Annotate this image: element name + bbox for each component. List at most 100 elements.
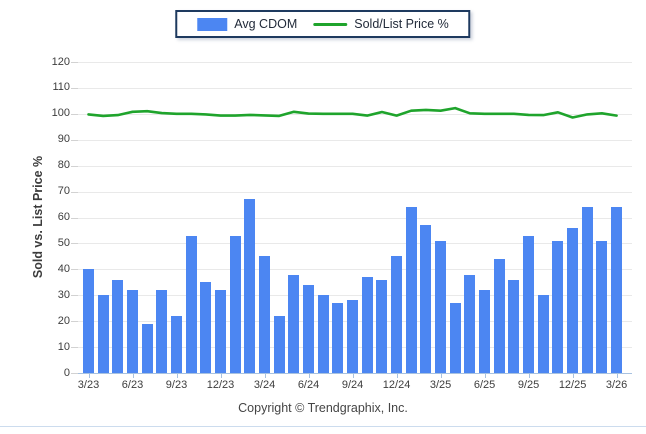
x-axis-label-6/23: 6/23 <box>121 379 144 391</box>
y-axis-label-30: 30 <box>57 288 70 301</box>
bar-1/24 <box>229 235 241 373</box>
bar-12/24 <box>391 256 403 373</box>
gridline-120 <box>78 62 632 63</box>
y-axis-label-100: 100 <box>51 107 70 120</box>
y-tick-110 <box>71 87 78 89</box>
gridline-90 <box>78 139 632 141</box>
legend-item-sold-list: Sold/List Price % <box>313 17 449 31</box>
x-tick-12/24 <box>396 374 398 378</box>
bar-5/24 <box>288 274 300 373</box>
y-tick-80 <box>71 165 78 167</box>
bar-1/25 <box>405 207 417 373</box>
x-axis-label-3/25: 3/25 <box>429 379 452 391</box>
y-axis-label-20: 20 <box>57 314 70 327</box>
bar-10/25 <box>537 295 549 373</box>
y-tick-20 <box>71 321 78 323</box>
bar-9/25 <box>523 235 535 373</box>
line-swatch-icon <box>313 22 348 26</box>
x-axis-label-9/25: 9/25 <box>517 379 540 391</box>
x-tick-9/23 <box>176 374 178 378</box>
x-tick-12/25 <box>572 374 574 378</box>
gridline-30 <box>78 295 632 297</box>
x-tick-12/23 <box>220 374 222 378</box>
x-axis-label-12/24: 12/24 <box>382 379 411 391</box>
x-tick-6/25 <box>484 374 486 378</box>
bar-12/25 <box>567 227 579 373</box>
y-axis-label-110: 110 <box>52 81 70 94</box>
x-tick-3/23 <box>88 374 90 378</box>
x-tick-3/26 <box>616 374 618 378</box>
y-axis-label-10: 10 <box>57 340 70 353</box>
copyright-text: Copyright © Trendgraphix, Inc. <box>238 401 408 415</box>
legend-label-avg-cdom: Avg CDOM <box>234 17 298 31</box>
bar-3/26 <box>611 207 623 373</box>
bar-4/25 <box>449 303 461 373</box>
bar-swatch-icon <box>197 17 228 31</box>
y-tick-70 <box>71 191 78 193</box>
bar-4/24 <box>273 315 285 373</box>
bar-2/24 <box>244 199 256 373</box>
bar-1/26 <box>581 207 593 373</box>
gridline-60 <box>78 217 632 219</box>
x-axis-label-9/23: 9/23 <box>165 379 188 391</box>
x-tick-3/25 <box>440 374 442 378</box>
bar-11/24 <box>376 279 388 373</box>
x-axis-line <box>78 373 632 374</box>
y-axis-label-50: 50 <box>57 236 70 249</box>
x-tick-6/24 <box>308 374 310 378</box>
x-axis-label-6/24: 6/24 <box>297 379 320 391</box>
y-tick-60 <box>71 217 78 219</box>
bar-6/25 <box>479 290 491 373</box>
gridline-70 <box>78 191 632 193</box>
y-tick-100 <box>71 113 78 115</box>
x-tick-9/25 <box>528 374 530 378</box>
bar-11/23 <box>200 282 212 373</box>
y-tick-30 <box>71 295 78 297</box>
x-axis-label-3/23: 3/23 <box>77 379 100 391</box>
gridline-100 <box>78 113 632 115</box>
legend-item-avg-cdom: Avg CDOM <box>197 17 297 31</box>
y-tick-50 <box>71 243 78 245</box>
bar-9/24 <box>347 300 359 373</box>
gridline-80 <box>78 165 632 167</box>
bottom-divider <box>0 426 646 427</box>
y-axis-label-60: 60 <box>57 211 70 223</box>
x-tick-9/24 <box>352 374 354 378</box>
gridline-110 <box>78 87 632 89</box>
x-axis-label-9/24: 9/24 <box>341 379 364 391</box>
y-axis-label-80: 80 <box>57 159 70 172</box>
bar-3/23 <box>83 269 94 373</box>
bar-6/24 <box>303 284 315 373</box>
bar-2/25 <box>420 225 432 373</box>
bar-8/25 <box>508 279 520 373</box>
bar-5/23 <box>112 279 124 373</box>
gridline-50 <box>78 243 632 245</box>
x-axis-label-3/26: 3/26 <box>605 379 628 391</box>
bar-2/26 <box>596 240 608 373</box>
x-axis-label-3/24: 3/24 <box>253 379 276 391</box>
y-axis-label-120: 120 <box>51 55 70 68</box>
y-tick-90 <box>71 139 78 141</box>
bar-11/25 <box>552 240 564 373</box>
x-axis-label-12/23: 12/23 <box>206 379 235 391</box>
y-axis-label-0: 0 <box>63 366 70 379</box>
x-tick-6/23 <box>132 374 134 378</box>
y-tick-10 <box>71 347 78 349</box>
bar-7/24 <box>317 295 329 373</box>
x-axis-label-6/25: 6/25 <box>473 379 496 391</box>
bar-3/25 <box>435 240 447 373</box>
bar-6/23 <box>127 290 138 373</box>
gridline-40 <box>78 269 632 271</box>
y-tick-120 <box>71 62 78 63</box>
bar-9/23 <box>171 315 183 373</box>
y-axis-label-90: 90 <box>57 133 70 146</box>
bar-10/23 <box>185 235 197 373</box>
bar-7/23 <box>141 323 153 373</box>
bar-3/24 <box>259 256 271 373</box>
y-axis-label-40: 40 <box>57 262 70 275</box>
y-tick-0 <box>71 373 78 374</box>
legend-box: Avg CDOM Sold/List Price % <box>175 10 471 38</box>
bar-8/24 <box>332 303 344 373</box>
bar-7/25 <box>493 258 505 373</box>
legend-label-sold-list: Sold/List Price % <box>354 17 449 31</box>
